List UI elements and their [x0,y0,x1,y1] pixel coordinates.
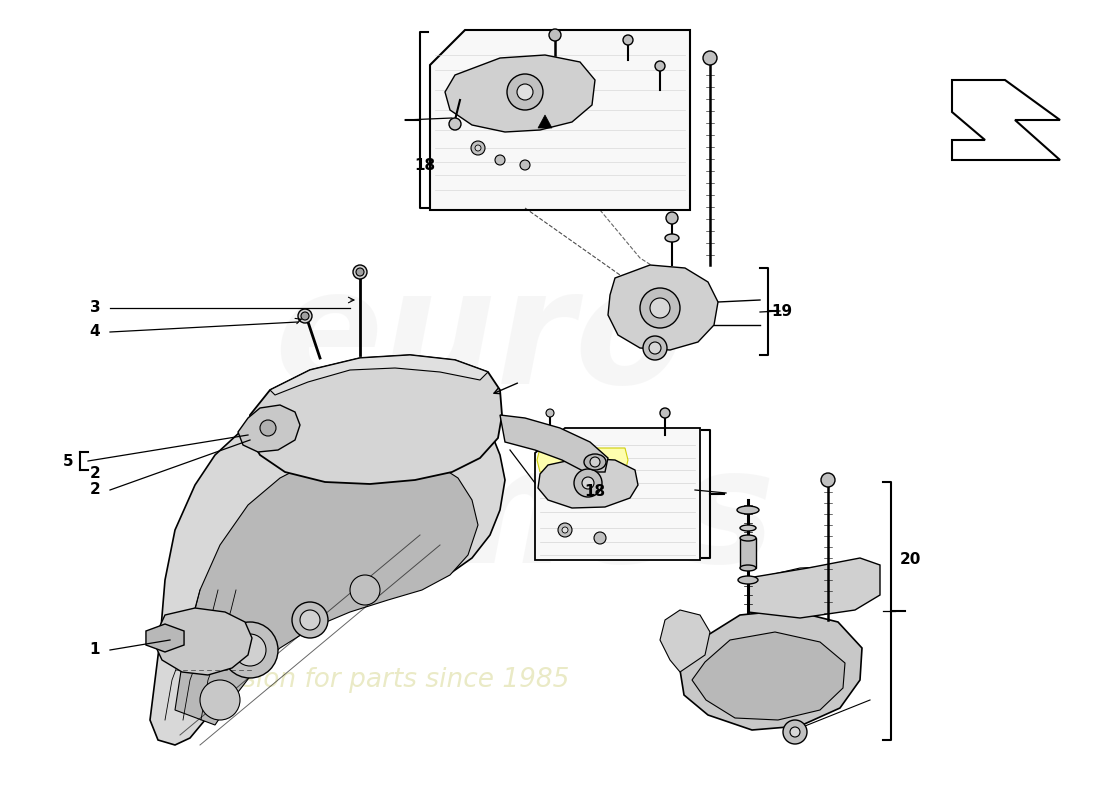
Text: 1: 1 [90,642,100,658]
Text: 20: 20 [900,553,921,567]
Circle shape [520,160,530,170]
Circle shape [495,155,505,165]
Circle shape [546,409,554,417]
Ellipse shape [584,454,606,470]
Circle shape [644,336,667,360]
Circle shape [590,457,600,467]
Text: 2: 2 [89,482,100,498]
Text: a passion for parts since 1985: a passion for parts since 1985 [170,667,569,693]
Polygon shape [740,538,756,568]
Circle shape [449,118,461,130]
Ellipse shape [740,525,756,531]
Circle shape [234,634,266,666]
Polygon shape [535,428,700,560]
Circle shape [292,602,328,638]
Text: euro
games: euro games [184,262,777,598]
Text: 3: 3 [90,301,100,315]
Ellipse shape [740,565,756,571]
Ellipse shape [666,234,679,242]
Circle shape [549,29,561,41]
Circle shape [821,473,835,487]
Polygon shape [155,608,252,675]
Polygon shape [748,558,880,618]
Circle shape [475,145,481,151]
Polygon shape [500,415,608,472]
Circle shape [200,680,240,720]
Polygon shape [146,624,184,652]
Circle shape [260,420,276,436]
Polygon shape [270,355,488,395]
Circle shape [623,35,632,45]
Circle shape [640,288,680,328]
Circle shape [301,312,309,320]
Polygon shape [537,448,628,472]
Circle shape [574,469,602,497]
Polygon shape [238,405,300,452]
Polygon shape [430,30,690,210]
Circle shape [298,309,312,323]
Text: 4: 4 [90,325,100,339]
Circle shape [783,720,807,744]
Polygon shape [660,610,710,672]
Circle shape [666,212,678,224]
Circle shape [558,523,572,537]
Circle shape [471,141,485,155]
Polygon shape [248,355,502,484]
Polygon shape [538,458,638,508]
Polygon shape [680,610,862,730]
Circle shape [507,74,543,110]
Text: 19: 19 [771,303,793,318]
Circle shape [353,265,367,279]
Polygon shape [175,450,478,725]
Circle shape [703,51,717,65]
Circle shape [562,527,568,533]
Circle shape [649,342,661,354]
Ellipse shape [740,535,756,541]
Circle shape [222,622,278,678]
Circle shape [582,477,594,489]
Polygon shape [608,265,718,350]
Text: 5: 5 [63,454,74,469]
Ellipse shape [738,576,758,584]
Polygon shape [538,115,552,128]
Text: 2: 2 [89,466,100,481]
Circle shape [517,84,534,100]
Circle shape [594,532,606,544]
Circle shape [660,408,670,418]
Circle shape [654,61,666,71]
Circle shape [650,298,670,318]
Circle shape [350,575,380,605]
Circle shape [790,727,800,737]
Ellipse shape [737,506,759,514]
Text: 18: 18 [415,158,436,173]
Circle shape [356,268,364,276]
Polygon shape [446,55,595,132]
Polygon shape [692,632,845,720]
Text: 18: 18 [584,485,606,499]
Circle shape [300,610,320,630]
Polygon shape [952,80,1060,160]
Polygon shape [150,385,505,745]
